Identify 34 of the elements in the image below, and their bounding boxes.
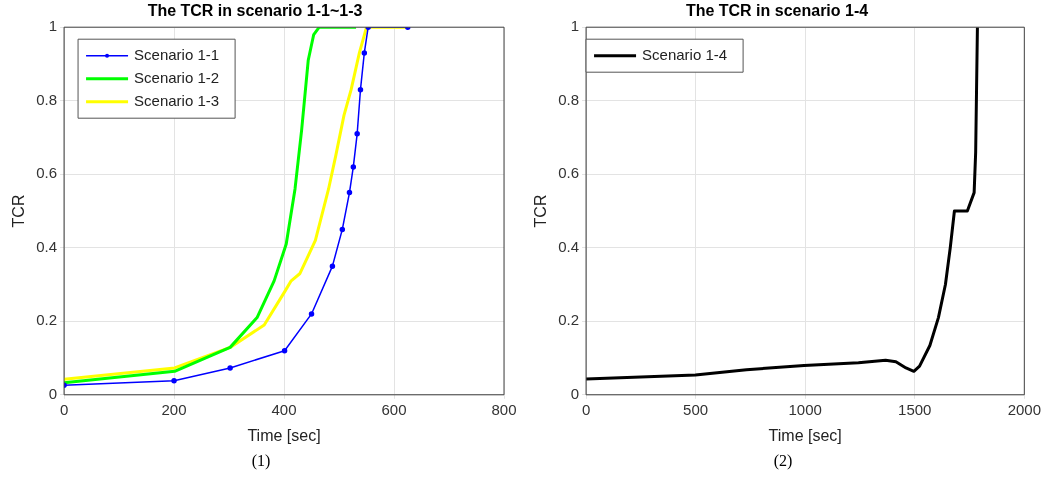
x-tick-label: 400 <box>271 400 297 418</box>
y-tick-label: 0 <box>48 384 58 402</box>
y-tick-label: 0.2 <box>558 311 580 329</box>
x-axis-title: Time [sec] <box>247 426 321 444</box>
legend-label: Scenario 1-1 <box>134 45 220 63</box>
legend-label: Scenario 1-3 <box>134 91 220 109</box>
x-tick-label: 600 <box>381 400 407 418</box>
x-tick-label: 800 <box>491 400 517 418</box>
x-tick-label: 200 <box>161 400 187 418</box>
y-tick-label: 1 <box>570 17 580 35</box>
x-tick-label: 500 <box>683 400 709 418</box>
y-tick-label: 1 <box>48 17 58 35</box>
y-tick-label: 0.6 <box>36 164 58 182</box>
x-tick-label: 2000 <box>1007 400 1041 418</box>
x-tick-label: 0 <box>59 400 69 418</box>
y-tick-label: 0.4 <box>36 237 58 255</box>
x-tick-label: 0 <box>581 400 591 418</box>
y-axis-title: TCR <box>532 194 550 228</box>
y-tick-label: 0.2 <box>36 311 58 329</box>
text: (1) <box>250 452 272 470</box>
x-tick-label: 1500 <box>898 400 932 418</box>
legend-label: Scenario 1-4 <box>642 45 728 63</box>
chart-title: The TCR in scenario 1-4 <box>685 2 869 20</box>
x-tick-label: 1000 <box>788 400 822 418</box>
y-tick-label: 0 <box>570 384 580 402</box>
y-tick-label: 0.8 <box>558 90 580 108</box>
x-axis-title: Time [sec] <box>768 426 842 444</box>
y-tick-label: 0.6 <box>558 164 580 182</box>
text: (2) <box>772 452 794 470</box>
y-axis-title: TCR <box>10 194 28 228</box>
chart-title: The TCR in scenario 1-1~1-3 <box>147 2 363 20</box>
y-tick-label: 0.8 <box>36 90 58 108</box>
y-tick-label: 0.4 <box>558 237 580 255</box>
legend-label: Scenario 1-2 <box>134 68 220 86</box>
